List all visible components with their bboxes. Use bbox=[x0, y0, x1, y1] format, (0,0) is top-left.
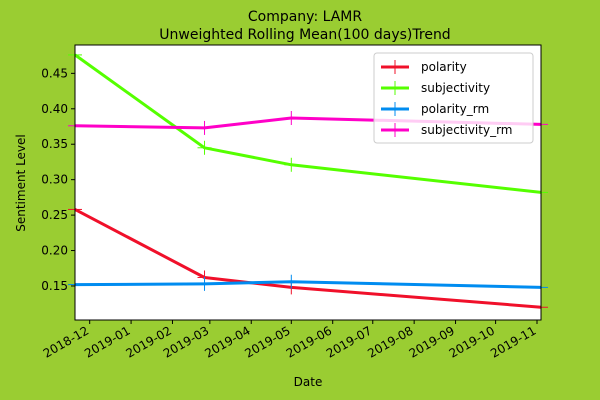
x-axis: 2018-122019-012019-022019-032019-042019-… bbox=[41, 320, 538, 361]
x-tick-label: 2019-10 bbox=[447, 323, 497, 360]
data-point-subjectivity bbox=[197, 140, 212, 155]
y-tick-label: 0.20 bbox=[41, 244, 68, 258]
data-point-subjectivity bbox=[284, 157, 299, 172]
y-tick-label: 0.45 bbox=[41, 66, 68, 80]
legend-label-subjectivity_rm: subjectivity_rm bbox=[421, 123, 512, 137]
data-point-polarity_rm bbox=[284, 274, 299, 289]
y-tick-label: 0.15 bbox=[41, 279, 68, 293]
data-point-subjectivity_rm bbox=[197, 120, 212, 135]
y-tick-label: 0.25 bbox=[41, 208, 68, 222]
chart-title: Company: LAMR bbox=[248, 9, 363, 25]
y-tick-label: 0.35 bbox=[41, 137, 68, 151]
legend-box bbox=[373, 52, 534, 144]
legend-label-polarity_rm: polarity_rm bbox=[421, 102, 489, 116]
legend-label-subjectivity: subjectivity bbox=[421, 81, 490, 95]
x-tick-label: 2019-07 bbox=[324, 323, 374, 360]
y-tick-label: 0.40 bbox=[41, 102, 68, 116]
y-tick-label: 0.30 bbox=[41, 173, 68, 187]
chart-subtitle: Unweighted Rolling Mean(100 days)Trend bbox=[159, 27, 450, 43]
legend-label-polarity: polarity bbox=[421, 60, 467, 74]
legend: polarity subjectivity polarity_rm subjectiv… bbox=[373, 52, 534, 144]
series-layer bbox=[68, 47, 548, 315]
x-tick-label: 2019-11 bbox=[488, 323, 538, 360]
x-tick-label: 2019-08 bbox=[365, 323, 415, 360]
x-axis-label: Date bbox=[294, 375, 323, 389]
plot-frame bbox=[74, 44, 542, 321]
y-axis-label: Sentiment Level bbox=[14, 134, 28, 232]
series-line-subjectivity bbox=[74, 53, 542, 194]
series-line-polarity_rm bbox=[74, 280, 542, 289]
data-point-subjectivity_rm bbox=[284, 111, 299, 126]
x-tick-label: 2019-05 bbox=[242, 323, 292, 360]
data-point-polarity_rm bbox=[197, 276, 212, 291]
x-tick-label: 2018-12 bbox=[41, 323, 91, 360]
x-tick-label: 2019-01 bbox=[82, 323, 132, 360]
y-axis: 0.15 0.20 0.25 0.30 0.35 0.40 0.45 bbox=[41, 66, 75, 293]
